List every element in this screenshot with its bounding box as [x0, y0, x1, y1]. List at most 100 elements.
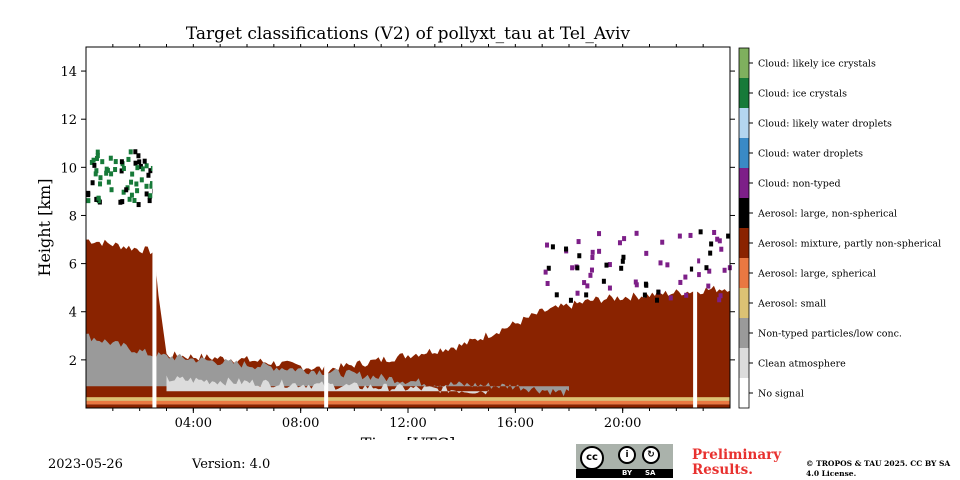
cloud-pixel-0-4 [126, 156, 131, 162]
cloud-pixel-1-37 [677, 233, 682, 239]
data-gap-2 [693, 47, 698, 408]
cloud-pixel-1-38 [607, 262, 612, 268]
cloud-pixel-0-64 [96, 195, 101, 201]
cloud-pixel-0-29 [121, 165, 126, 171]
cloud-pixel-0-9 [118, 199, 123, 205]
cloud-pixel-0-19 [86, 198, 91, 204]
cloud-pixel-1-25 [588, 272, 593, 278]
y-tick-label: 6 [69, 258, 77, 273]
cloud-pixel-1-5 [617, 240, 622, 246]
cloud-pixel-1-50 [660, 239, 665, 245]
cloud-pixel-1-55 [634, 230, 639, 236]
cloud-pixel-0-40 [98, 181, 103, 187]
colorbar-swatch-3 [739, 138, 749, 168]
cloud-pixel-0-53 [113, 159, 118, 165]
cloud-pixel-1-30 [575, 265, 580, 271]
surface-band-1 [86, 397, 730, 401]
cloud-pixel-1-6 [621, 254, 626, 260]
colorbar-swatch-10 [739, 348, 749, 378]
cloud-pixel-1-53 [590, 249, 595, 255]
cloud-pixel-1-54 [564, 246, 569, 252]
cloud-pixel-1-15 [546, 265, 551, 271]
cloud-pixel-0-63 [124, 187, 129, 193]
cloud-pixel-0-30 [92, 162, 97, 168]
cloud-pixel-0-14 [130, 171, 135, 177]
cloud-pixel-1-56 [707, 268, 712, 274]
cloud-pixel-1-69 [709, 241, 714, 247]
cloud-pixel-1-64 [683, 274, 688, 280]
cloud-pixel-1-3 [642, 292, 647, 298]
cloud-pixel-0-25 [100, 159, 105, 165]
cloud-pixel-1-26 [590, 254, 595, 260]
cloud-pixel-1-49 [718, 293, 723, 299]
cloud-pixel-1-2 [597, 248, 602, 254]
x-tick-label: 12:00 [389, 416, 426, 431]
cloud-pixel-0-17 [144, 163, 149, 169]
cloud-pixel-1-51 [655, 297, 660, 303]
cloud-pixel-0-66 [133, 160, 138, 166]
cloud-pixel-0-18 [133, 149, 138, 155]
cloud-pixel-0-48 [90, 180, 95, 186]
y-tick-label: 8 [69, 209, 77, 224]
cloud-pixel-1-17 [684, 292, 689, 298]
cloud-pixel-0-44 [113, 167, 118, 173]
cloud-pixel-1-57 [554, 292, 559, 298]
cloud-pixel-1-4 [688, 232, 693, 238]
cloud-pixel-1-29 [722, 267, 727, 273]
cloud-pixel-0-6 [119, 168, 124, 174]
cloud-pixel-1-60 [689, 266, 694, 272]
chart-title: Target classifications (V2) of pollyxt_t… [185, 24, 631, 44]
cloud-pixel-0-16 [134, 181, 139, 187]
x-tick-label: 08:00 [282, 416, 319, 431]
cloud-pixel-0-69 [119, 159, 124, 165]
cloud-pixel-1-58 [715, 236, 720, 242]
attribution-icon: i [618, 446, 636, 464]
colorbar-label: Cloud: water droplets [758, 149, 863, 160]
surface-band-2 [86, 404, 730, 408]
cloud-pixel-1-48 [577, 253, 582, 259]
cloud-pixel-1-18 [601, 278, 606, 284]
cloud-pixel-0-28 [139, 177, 144, 183]
cloud-pixel-1-13 [575, 290, 580, 296]
share-alike-icon: ↻ [642, 446, 660, 464]
cloud-pixel-1-16 [597, 231, 602, 237]
y-axis-label: Height [km] [35, 179, 54, 277]
data-gap-1 [324, 47, 329, 408]
y-tick-label: 10 [60, 161, 77, 176]
cloud-pixel-0-60 [136, 202, 141, 208]
cc-logo-icon: cc [580, 446, 604, 470]
cloud-pixel-0-46 [95, 149, 100, 155]
colorbar-swatch-4 [739, 168, 749, 198]
cloud-pixel-1-35 [668, 295, 673, 301]
cloud-pixel-1-10 [719, 246, 724, 252]
cloud-pixel-0-39 [94, 196, 99, 202]
colorbar-label: Aerosol: mixture, partly non-spherical [757, 239, 941, 250]
cloud-pixel-1-68 [717, 238, 722, 244]
cloud-pixel-1-12 [698, 229, 703, 235]
cloud-pixel-0-10 [94, 168, 99, 174]
cloud-pixel-1-0 [620, 258, 625, 264]
surface-band-0 [86, 400, 730, 405]
cc-license-badge[interactable]: cc i ↻ BY SA [576, 444, 673, 478]
x-tick-label: 16:00 [497, 416, 534, 431]
cloud-pixel-0-15 [136, 153, 141, 159]
cloud-pixel-1-36 [708, 250, 713, 256]
y-tick-label: 2 [69, 354, 77, 369]
cloud-pixel-0-52 [98, 175, 103, 181]
cloud-pixel-0-50 [129, 179, 134, 185]
y-tick-label: 12 [60, 113, 77, 128]
cloud-pixel-1-28 [582, 280, 587, 286]
cloud-pixel-0-24 [147, 198, 152, 204]
cloud-pixel-0-49 [93, 171, 98, 177]
cloud-pixel-1-9 [619, 265, 624, 271]
cloud-pixel-1-23 [644, 250, 649, 256]
cloud-pixel-1-67 [696, 258, 701, 264]
colorbar-swatch-5 [739, 198, 749, 228]
x-tick-label: 20:00 [604, 416, 641, 431]
cloud-pixel-0-45 [144, 191, 149, 197]
class-layer-0 [86, 239, 730, 401]
cloud-pixel-0-8 [121, 189, 126, 195]
cloud-pixel-0-35 [106, 179, 111, 185]
cloud-pixel-1-46 [570, 265, 575, 271]
version-label: Version: 4.0 [192, 457, 271, 472]
